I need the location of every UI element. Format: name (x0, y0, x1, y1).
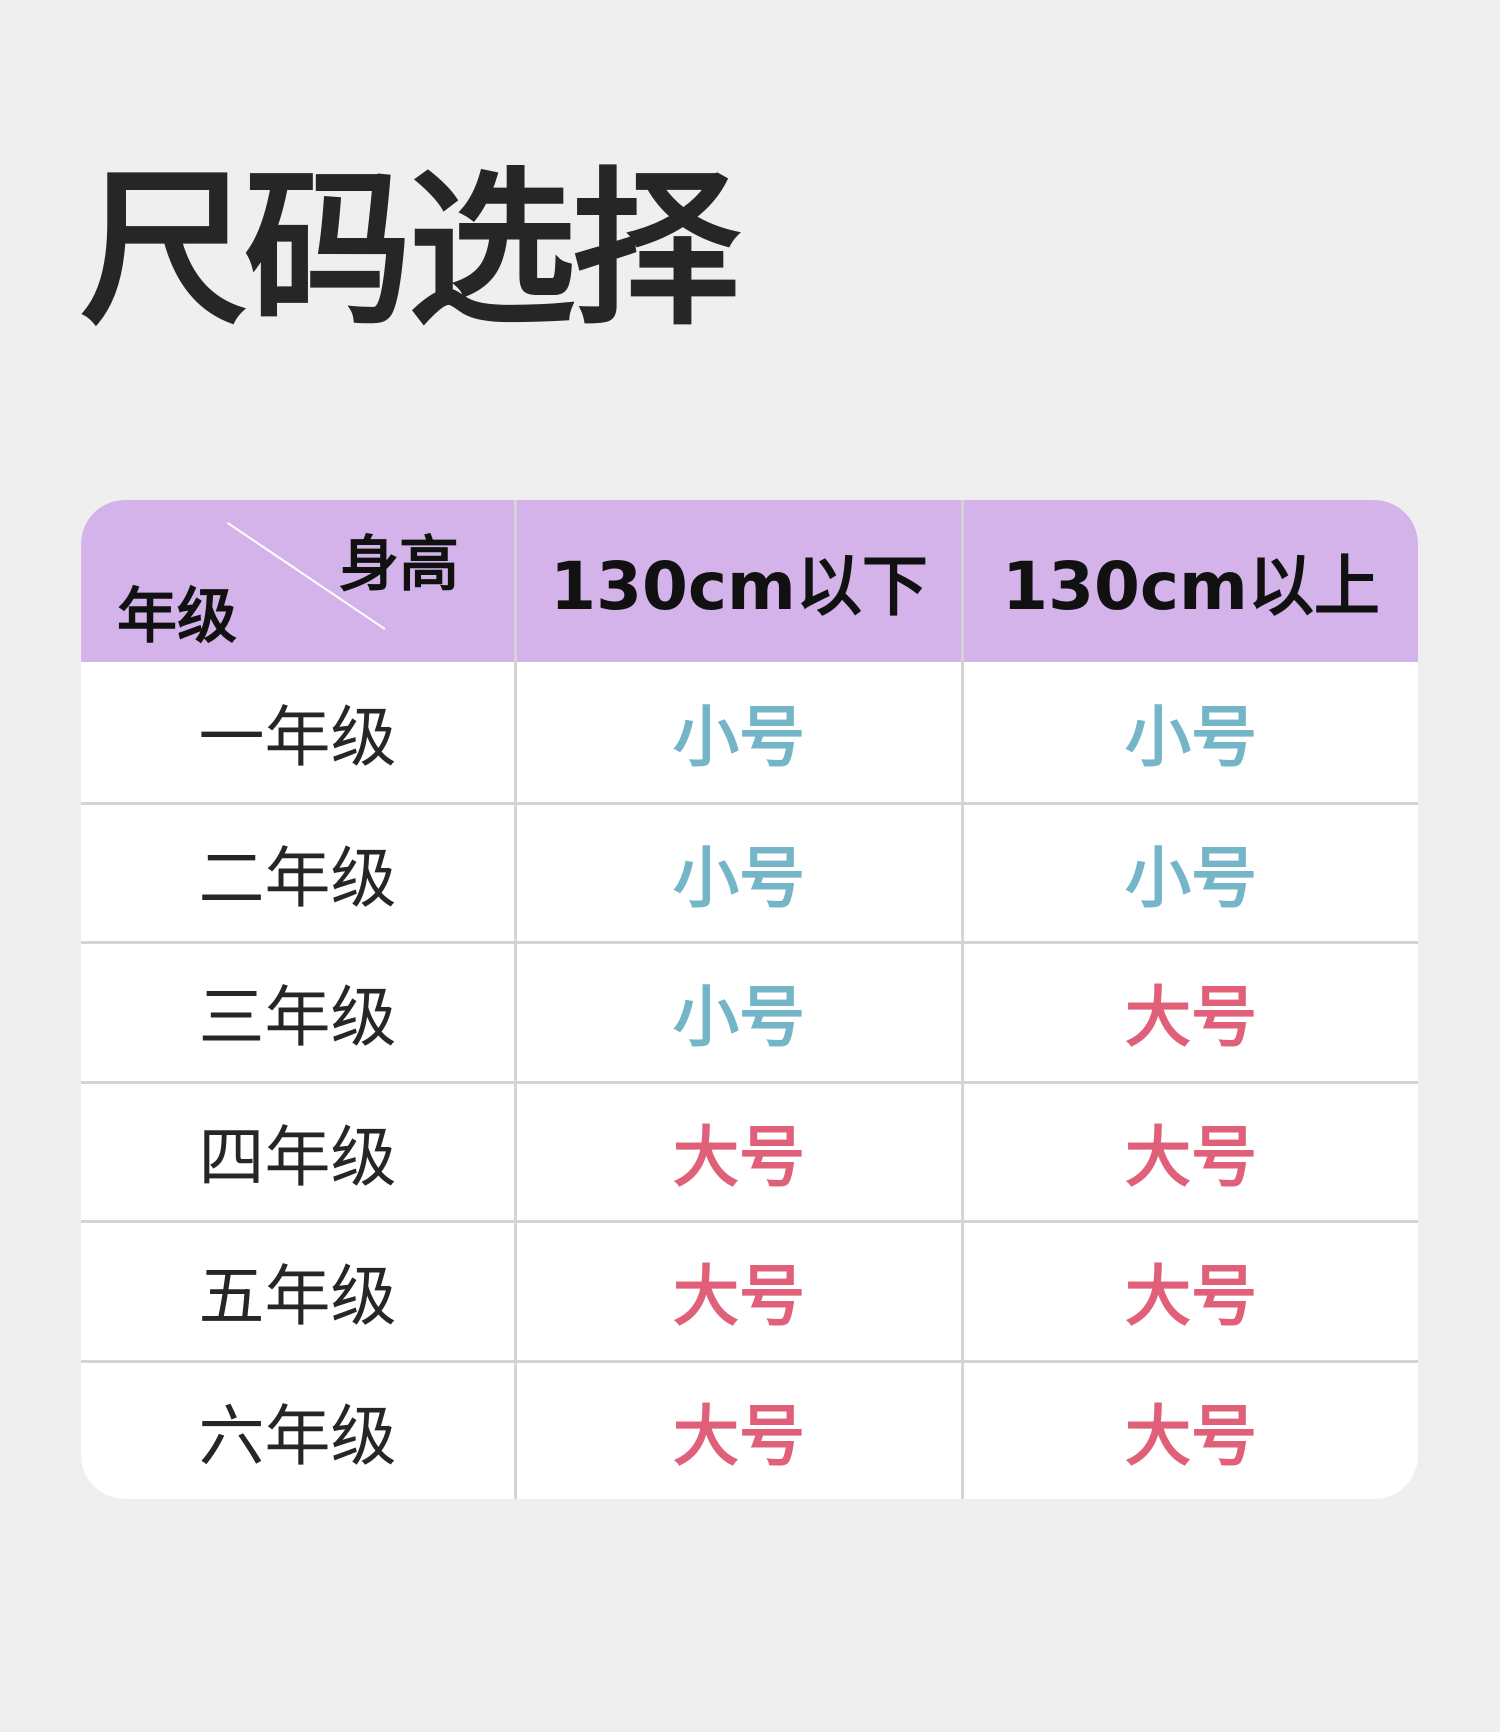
table-row: 六年级 大号 大号 (81, 1359, 1418, 1500)
size-cell: 大号 (673, 1258, 805, 1336)
table-header: 年级 身高 130cm以下 130cm以上 (81, 500, 1418, 662)
size-cell: 小号 (1125, 839, 1257, 917)
table-body: 一年级 小号 小号 二年级 小号 小号 三年级 小号 大号 四年级 大号 大号 五年级 大号 大号 六年级 大号… (81, 662, 1418, 1499)
size-cell: 大号 (673, 1397, 805, 1475)
size-cell: 大号 (1125, 1397, 1257, 1475)
grade-cell: 四年级 (198, 1118, 397, 1196)
size-cell: 大号 (673, 1118, 805, 1196)
size-cell: 大号 (1125, 979, 1257, 1057)
table-row: 一年级 小号 小号 (81, 662, 1418, 802)
table-row: 四年级 大号 大号 (81, 1080, 1418, 1221)
grade-cell: 一年级 (198, 698, 397, 776)
column-divider (961, 500, 964, 1499)
table-row: 五年级 大号 大号 (81, 1220, 1418, 1360)
grade-cell: 三年级 (198, 979, 397, 1057)
size-cell: 大号 (1125, 1258, 1257, 1336)
column-divider (514, 500, 517, 1499)
size-cell: 小号 (673, 979, 805, 1057)
table-row: 二年级 小号 小号 (81, 801, 1418, 942)
column-header: 130cm以下 (550, 548, 928, 625)
size-cell: 大号 (1125, 1118, 1257, 1196)
size-cell: 小号 (1125, 698, 1257, 776)
grade-cell: 六年级 (198, 1397, 397, 1475)
table-row: 三年级 小号 大号 (81, 941, 1418, 1081)
grade-cell: 二年级 (198, 839, 397, 917)
size-cell: 小号 (673, 839, 805, 917)
grade-cell: 五年级 (198, 1258, 397, 1336)
corner-col-label: 身高 (339, 530, 459, 600)
corner-row-label: 年级 (117, 582, 237, 652)
size-cell: 小号 (673, 698, 805, 776)
column-header: 130cm以上 (1002, 548, 1380, 625)
size-table: 年级 身高 130cm以下 130cm以上 一年级 小号 小号 二年级 小号 小号 三年级小… (81, 500, 1418, 1499)
page-title: 尺码选择 (80, 152, 740, 348)
